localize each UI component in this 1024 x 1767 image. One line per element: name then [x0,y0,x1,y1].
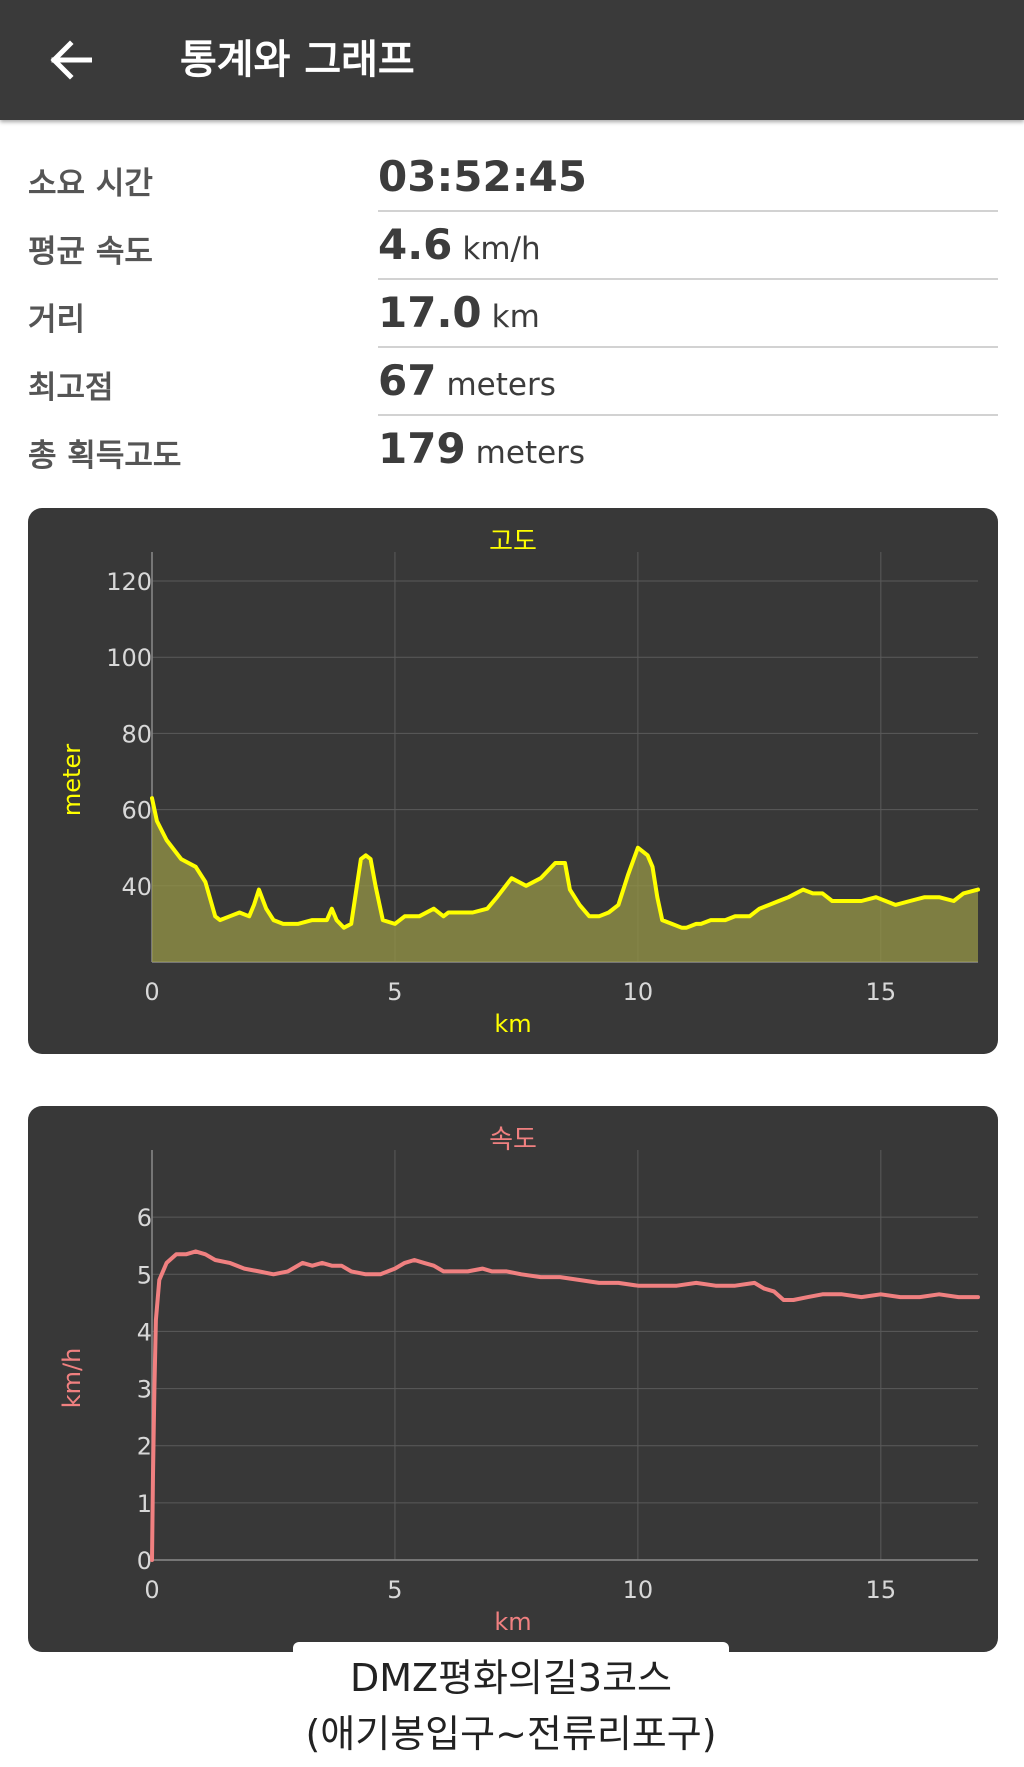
y-tick-label: 1 [137,1490,152,1518]
x-axis-label: km [494,1608,531,1636]
page-title: 통계와 그래프 [180,37,415,83]
series-line [150,796,980,930]
y-axis-label: meter [58,744,86,816]
arrow-left-icon [50,40,92,80]
y-tick-label: 0 [137,1547,152,1575]
stat-duration: 소요 시간 03:52:45 [28,148,998,216]
elevation-chart: 0 5 10 15 40 60 80 100 120 고도 km meter [58,527,980,1038]
stat-distance: 거리 17.0 km [28,284,998,352]
stat-value-wrap: 67 meters [378,356,998,416]
route-name: DMZ평화의길3코스 [349,1656,673,1700]
back-button[interactable] [40,30,100,90]
x-tick-label: 15 [866,978,897,1006]
stat-unit: meters [446,367,556,403]
stat-value-wrap: 179 meters [378,424,998,482]
stat-value: 03:52:45 [378,152,587,201]
y-tick-label: 40 [121,873,152,901]
y-tick-label: 100 [106,644,152,672]
x-tick-label: 15 [866,1576,897,1604]
x-tick-label: 10 [623,1576,654,1604]
route-section: (애기봉입구~전류리포구) [305,1712,717,1756]
stat-value: 17.0 [378,288,482,337]
x-tick-label: 10 [623,978,654,1006]
x-tick-label: 0 [144,978,159,1006]
y-tick-label: 3 [137,1376,152,1404]
stat-value-wrap: 17.0 km [378,288,998,348]
y-tick-label: 2 [137,1433,152,1461]
stat-unit: meters [475,435,586,471]
x-tick-label: 0 [144,1576,159,1604]
y-tick-label: 120 [106,568,152,596]
stat-value-wrap: 4.6 km/h [378,220,998,280]
y-tick-label: 4 [137,1318,152,1346]
chart-title: 속도 [489,1125,537,1155]
y-axis-label: km/h [58,1348,86,1409]
elevation-chart-card: 0 5 10 15 40 60 80 100 120 고도 km meter [28,508,998,1054]
stat-value: 4.6 [378,220,453,269]
stat-total-ascent: 총 획득고도 179 meters [28,420,998,488]
x-tick-label: 5 [387,1576,402,1604]
speed-chart-card: 0 5 10 15 0 1 2 3 4 5 6 속도 km km/h [28,1106,998,1652]
y-tick-label: 6 [137,1204,152,1232]
stat-label: 총 획득고도 [28,438,182,474]
stat-value: 179 [378,424,466,473]
route-caption: DMZ평화의길3코스 (애기봉입구~전류리포구) [293,1642,729,1767]
y-tick-label: 5 [137,1261,152,1289]
y-tick-label: 60 [121,797,152,825]
stat-average-speed: 평균 속도 4.6 km/h [28,216,998,284]
stats-list: 소요 시간 03:52:45 평균 속도 4.6 km/h 거리 17.0 km 최… [28,148,998,488]
y-tick-label: 80 [121,720,152,748]
speed-chart: 0 5 10 15 0 1 2 3 4 5 6 속도 km km/h [58,1125,980,1636]
series-line [150,1249,980,1562]
x-tick-label: 5 [387,978,402,1006]
stat-unit: km/h [462,231,541,267]
stat-label: 평균 속도 [28,234,153,270]
stat-unit: km [491,299,540,335]
stat-label: 소요 시간 [28,166,153,202]
app-bar: 통계와 그래프 [0,0,1024,120]
x-axis-label: km [494,1010,531,1038]
chart-title: 고도 [489,527,537,557]
stat-label: 거리 [28,302,86,338]
stat-highest-point: 최고점 67 meters [28,352,998,420]
stat-value-wrap: 03:52:45 [378,152,998,212]
series-area [152,798,978,962]
stat-label: 최고점 [28,370,114,406]
stat-value: 67 [378,356,437,405]
